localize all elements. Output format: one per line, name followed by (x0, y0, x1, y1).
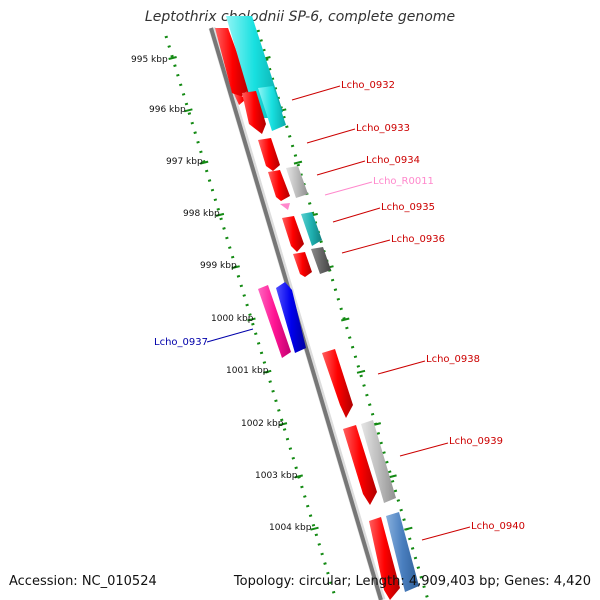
inner-ruler-line (256, 29, 430, 600)
gene-cyan-0932b[interactable] (258, 86, 286, 131)
gene-red-0938[interactable] (322, 349, 353, 418)
outer-ruler-tick (215, 212, 225, 217)
kbp-label: 995 kbp (131, 55, 168, 65)
kbp-label: 1004 kbp (269, 523, 312, 533)
outer-ruler-tick (168, 56, 177, 60)
leader-line-0935 (332, 207, 381, 223)
leader-line-0937 (206, 328, 254, 343)
inner-ruler-tick (388, 474, 397, 479)
leader-line-0939 (399, 442, 449, 457)
outer-ruler-tick (294, 474, 303, 479)
gene-label[interactable]: Lcho_0939 (449, 436, 503, 447)
inner-ruler-tick (341, 317, 350, 322)
outer-ruler-line (164, 35, 338, 600)
gene-label[interactable]: Lcho_R0011 (373, 176, 434, 187)
kbp-label: 997 kbp (166, 157, 203, 167)
kbp-label: 999 kbp (200, 261, 237, 271)
leader-line-0936 (341, 239, 391, 254)
leader-line-0938 (377, 360, 426, 375)
accession-text: Accession: NC_010524 (9, 574, 157, 589)
gene-label[interactable]: Lcho_0934 (366, 155, 420, 166)
genome-summary-text: Topology: circular; Length: 4,909,403 bp… (233, 574, 591, 589)
outer-ruler-tick (231, 265, 240, 270)
gene-teal-0935[interactable] (301, 212, 322, 246)
gene-red-0936[interactable] (293, 252, 312, 277)
leader-line-r0011 (324, 181, 373, 196)
leader-line-0933 (306, 128, 356, 144)
gene-steel-0940[interactable] (386, 512, 419, 592)
gene-features (215, 16, 419, 600)
outer-ruler-tick (247, 317, 256, 322)
leader-line-0934 (316, 160, 366, 176)
kbp-label: 1000 kbp (211, 314, 254, 324)
gene-red-0933[interactable] (242, 91, 266, 134)
kbp-scale-labels: 995 kbp 996 kbp 997 kbp 998 kbp 999 kbp … (131, 55, 312, 533)
gene-red-0934b[interactable] (268, 170, 290, 201)
gene-dark-0936[interactable] (311, 247, 331, 274)
gene-label[interactable]: Lcho_0936 (391, 234, 445, 245)
gene-red-1[interactable] (215, 28, 250, 97)
inner-ruler-tick (404, 526, 413, 531)
leader-line-0932 (291, 85, 341, 101)
gene-label[interactable]: Lcho_0935 (381, 202, 435, 213)
outer-ruler-tick (199, 160, 209, 165)
outer-ruler-tick (310, 526, 319, 531)
gene-leader-lines (206, 85, 471, 541)
gene-grey-0934[interactable] (286, 166, 308, 198)
gene-red-0934a[interactable] (258, 138, 280, 171)
gene-red-0939[interactable] (343, 425, 377, 505)
outer-ruler-tick (278, 422, 288, 427)
kbp-label: 996 kbp (149, 105, 186, 115)
kbp-label: 1003 kbp (255, 471, 298, 481)
kbp-label: 1001 kbp (226, 366, 269, 376)
gene-label[interactable]: Lcho_0937 (154, 337, 208, 348)
genome-title: Leptothrix cholodnii SP-6, complete geno… (144, 9, 456, 25)
gene-labels: Lcho_0932 Lcho_0933 Lcho_0934 Lcho_R0011… (154, 80, 525, 532)
outer-ruler-tick (184, 108, 193, 113)
gene-magenta-0937[interactable] (258, 285, 291, 358)
gene-grey-0939[interactable] (361, 420, 396, 503)
kbp-label: 998 kbp (183, 209, 220, 219)
gene-label[interactable]: Lcho_0933 (356, 123, 410, 134)
inner-ruler-tick (293, 160, 303, 165)
gene-label[interactable]: Lcho_0940 (471, 521, 525, 532)
kbp-label: 1002 kbp (241, 419, 284, 429)
gene-red-0935[interactable] (282, 216, 304, 252)
rna-pink-r0011[interactable] (280, 203, 290, 210)
leader-line-0940 (421, 526, 471, 541)
gene-red-1b[interactable] (234, 88, 251, 105)
gene-red-0940[interactable] (369, 517, 400, 600)
gene-label[interactable]: Lcho_0938 (426, 354, 480, 365)
gene-blue-0937[interactable] (276, 282, 306, 353)
inner-ruler-tick (356, 369, 366, 374)
gene-label[interactable]: Lcho_0932 (341, 80, 395, 91)
outer-ruler-tick (262, 369, 272, 374)
